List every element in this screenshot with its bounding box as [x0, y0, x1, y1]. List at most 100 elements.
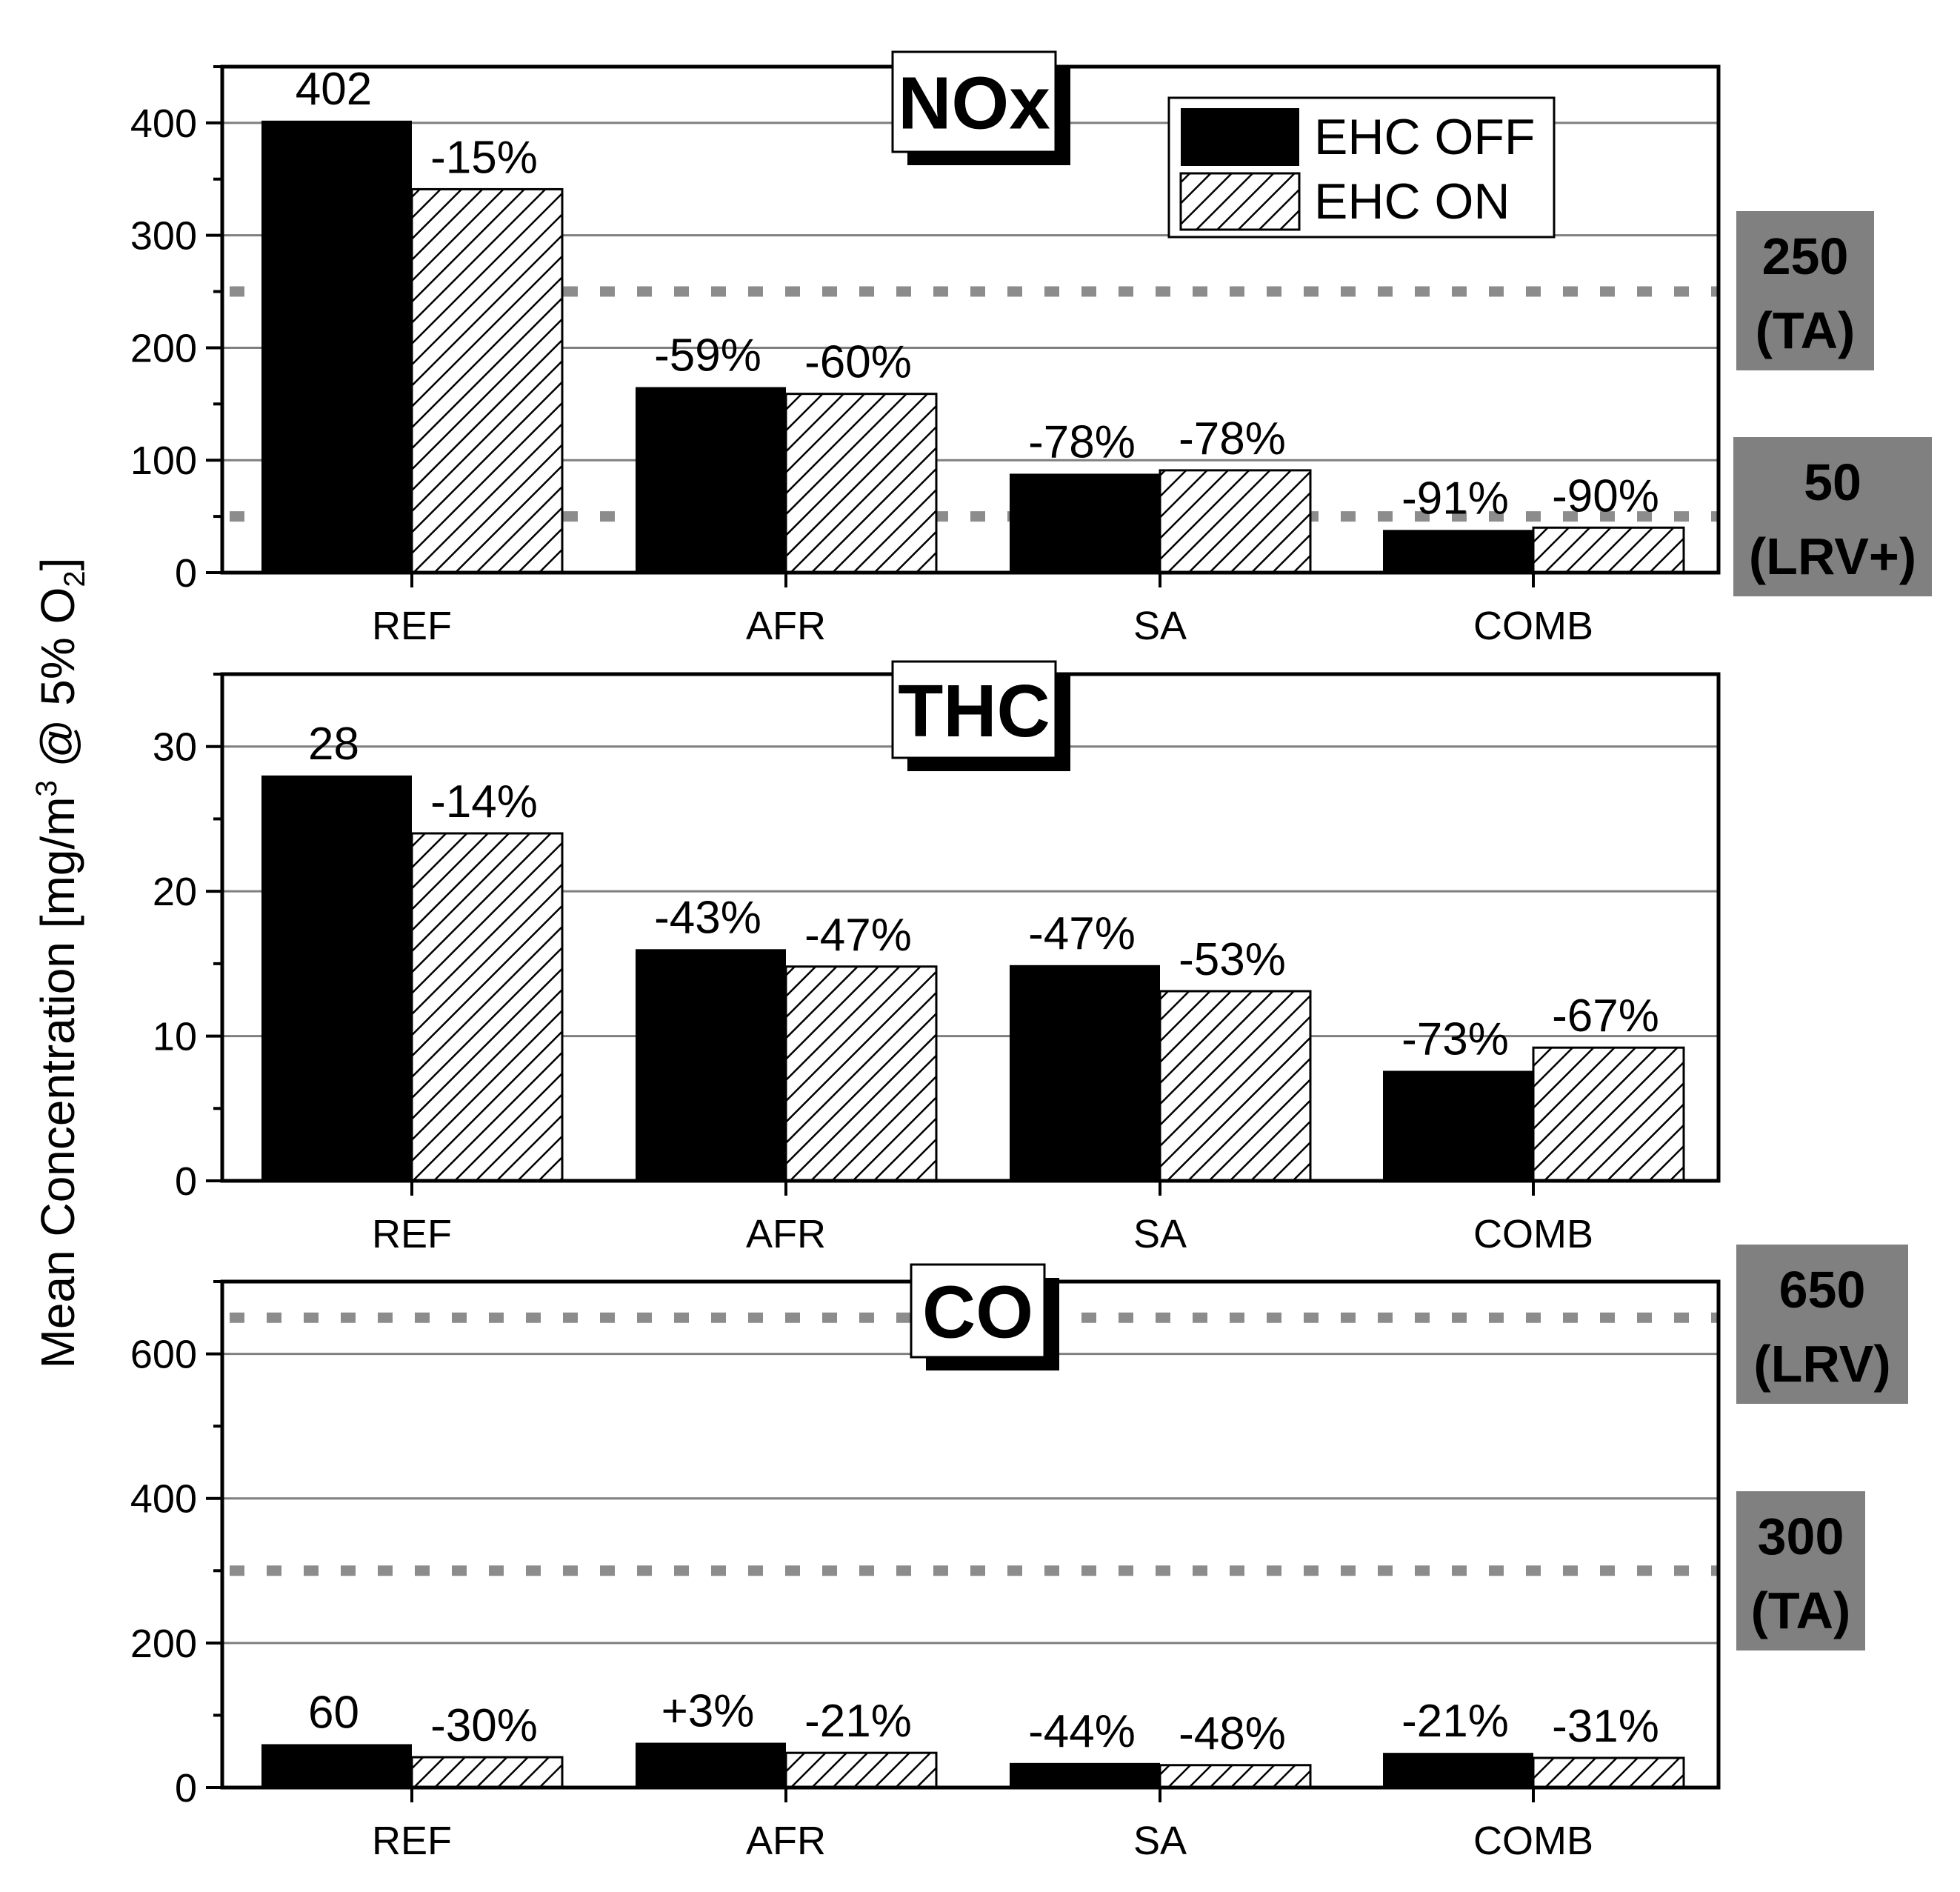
x-tick-label: REF [372, 604, 452, 648]
panel-thc: 28 -14% -43% -47% -47% -53% -73% -67% 0 10 20 30 REF… [153, 660, 1721, 1256]
reference-name: (TA) [1751, 1582, 1851, 1639]
bar-ehc-on-sa [1159, 990, 1312, 1182]
bar-ehc-on-comb [1532, 526, 1685, 574]
panel-title: THC [898, 670, 1050, 753]
data-label: -53% [1179, 934, 1286, 985]
data-label: -14% [430, 776, 538, 827]
bar-ehc-on-ref [410, 832, 564, 1182]
legend-label-ehc-on: EHC ON [1314, 173, 1510, 230]
x-tick-label: AFR [746, 1212, 826, 1256]
data-label: -78% [1179, 413, 1286, 464]
y-tick-label: 0 [175, 1766, 197, 1811]
legend: EHC OFF EHC ON [1167, 96, 1556, 239]
data-label: -60% [804, 337, 912, 388]
y-tick-label: 200 [130, 326, 197, 370]
x-tick-label: COMB [1473, 604, 1593, 648]
reference-label-box [1736, 1245, 1908, 1404]
bar-ehc-on-afr [784, 393, 938, 574]
bar-ehc-off-afr [636, 1742, 786, 1788]
bar-ehc-off-comb [1383, 1070, 1533, 1181]
y-axis-label-mid: @ 5% O [31, 587, 84, 781]
data-label: -47% [1028, 908, 1136, 959]
bar-ehc-on-sa [1159, 469, 1312, 574]
y-tick-label: 20 [153, 870, 197, 914]
data-label: -90% [1552, 470, 1659, 522]
bar-ehc-on-afr [784, 1751, 938, 1789]
legend-label-ehc-off: EHC OFF [1314, 109, 1535, 165]
panel-title-box [891, 50, 1057, 153]
panel-title-box [891, 660, 1057, 759]
data-label: -67% [1552, 990, 1659, 1042]
data-label: 28 [308, 719, 359, 770]
bar-ehc-on-sa [1159, 1764, 1312, 1789]
bar-ehc-on-afr [784, 965, 938, 1182]
data-label: -30% [430, 1700, 538, 1751]
panel-title-box [910, 1263, 1046, 1359]
bar-ehc-off-afr [636, 387, 786, 573]
data-label: -21% [804, 1696, 912, 1747]
x-tick-label: SA [1133, 1212, 1187, 1256]
panel-nox: 402 -15% -59% -60% -78% -78% -91% -90% 0 100 200 30… [130, 50, 1932, 648]
data-label: -15% [430, 132, 538, 183]
x-tick-label: AFR [746, 604, 826, 648]
y-axis-label: Mean Concentration [mg/m3 @ 5% O2] [30, 558, 91, 1369]
bar-ehc-off-comb [1383, 1753, 1533, 1788]
reference-name: (TA) [1756, 302, 1856, 359]
data-label: -59% [654, 330, 761, 382]
legend-swatch-ehc-on [1179, 172, 1301, 231]
y-axis-label-sup: 3 [30, 780, 63, 796]
bar-ehc-off-afr [636, 949, 786, 1181]
legend-swatch-ehc-off [1181, 108, 1299, 166]
x-tick-label: SA [1133, 1819, 1187, 1863]
data-label: 402 [296, 64, 372, 115]
bar-ehc-off-comb [1383, 530, 1533, 573]
data-label: -73% [1401, 1013, 1509, 1065]
y-tick-label: 10 [153, 1015, 197, 1059]
x-tick-label: COMB [1473, 1212, 1593, 1256]
bar-ehc-on-ref [410, 187, 564, 574]
y-tick-label: 200 [130, 1622, 197, 1666]
data-label: -31% [1552, 1701, 1659, 1752]
data-label: -47% [804, 910, 912, 961]
panel-co: 60 -30% +3% -21% -44% -48% -21% -31% 0 200 400 600 R… [130, 1245, 1908, 1863]
bar-ehc-on-comb [1532, 1756, 1685, 1789]
bar-ehc-off-sa [1010, 1762, 1160, 1788]
data-label: +3% [661, 1686, 755, 1737]
reference-value: 250 [1762, 227, 1849, 285]
x-tick-label: REF [372, 1212, 452, 1256]
panel-title: NOx [898, 62, 1050, 145]
bar-ehc-on-ref [410, 1756, 564, 1789]
x-tick-label: COMB [1473, 1819, 1593, 1863]
y-tick-label: 30 [153, 725, 197, 770]
y-tick-label: 600 [130, 1333, 197, 1377]
data-label: -78% [1028, 416, 1136, 467]
reference-label-box [1736, 1491, 1865, 1650]
bar-ehc-off-sa [1010, 965, 1160, 1181]
bar-ehc-on-comb [1532, 1046, 1685, 1182]
data-label: -91% [1401, 473, 1509, 524]
x-tick-label: AFR [746, 1819, 826, 1863]
y-tick-label: 0 [175, 551, 197, 596]
y-tick-label: 100 [130, 439, 197, 483]
reference-value: 650 [1779, 1261, 1866, 1319]
y-tick-label: 400 [130, 101, 197, 146]
y-axis-label-main: Mean Concentration [mg/m [31, 796, 84, 1368]
reference-value: 50 [1804, 453, 1861, 511]
x-tick-label: REF [372, 1819, 452, 1863]
data-label: -48% [1179, 1708, 1286, 1759]
x-tick-label: SA [1133, 604, 1187, 648]
data-label: -21% [1401, 1696, 1509, 1747]
y-tick-label: 0 [175, 1159, 197, 1204]
panel-title: CO [922, 1271, 1033, 1354]
reference-name: (LRV) [1753, 1335, 1890, 1393]
reference-label-box [1736, 211, 1874, 370]
bar-ehc-off-sa [1010, 473, 1160, 573]
bar-ehc-off-ref [261, 120, 412, 573]
reference-name: (LRV+) [1749, 527, 1916, 585]
reference-value: 300 [1758, 1508, 1844, 1565]
y-tick-label: 400 [130, 1477, 197, 1522]
bar-ehc-off-ref [261, 1744, 412, 1788]
y-axis-label-end: ] [31, 558, 84, 571]
reference-label-box [1733, 437, 1932, 596]
